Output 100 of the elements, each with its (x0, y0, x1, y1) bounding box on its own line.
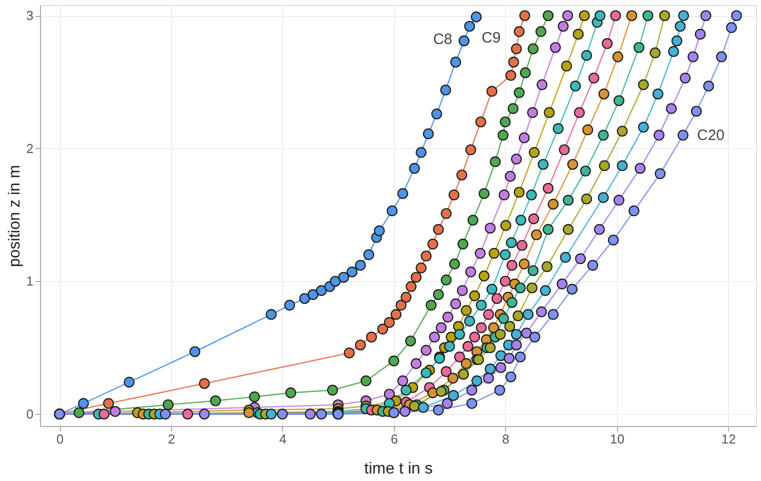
point (432, 224, 444, 235)
point (488, 248, 500, 259)
point (560, 252, 571, 263)
point (562, 10, 574, 22)
point (462, 340, 474, 352)
point (654, 130, 664, 141)
point (427, 238, 438, 250)
point (520, 67, 531, 78)
point (542, 224, 554, 235)
point (74, 407, 84, 418)
point (550, 42, 561, 53)
point (266, 309, 277, 320)
x-tick-label: 2 (168, 432, 176, 446)
point (500, 220, 512, 231)
y-tick-label: 0 (26, 406, 34, 422)
point (508, 56, 520, 68)
point (498, 130, 508, 141)
point (671, 35, 682, 46)
point (638, 79, 649, 90)
point (436, 386, 447, 397)
point (464, 20, 476, 32)
point (581, 193, 592, 204)
point (469, 332, 480, 342)
point (284, 300, 296, 311)
point (427, 387, 438, 398)
point (616, 160, 628, 172)
point (680, 72, 691, 84)
point (634, 42, 644, 53)
point (514, 87, 525, 98)
point (498, 313, 510, 324)
point (432, 289, 444, 300)
point (562, 224, 574, 235)
point (567, 158, 578, 170)
point (426, 300, 437, 311)
point (470, 12, 482, 22)
point (476, 322, 487, 334)
point (486, 284, 498, 295)
point (429, 332, 440, 342)
point (598, 192, 609, 203)
point (694, 28, 706, 40)
point (500, 116, 511, 128)
x-tick-label: 4 (279, 432, 286, 446)
x-tick-label: 12 (721, 432, 736, 446)
point (327, 384, 338, 396)
point (518, 132, 530, 144)
point (542, 261, 552, 272)
point (666, 103, 677, 114)
series-label: C20 (697, 127, 725, 144)
point (396, 300, 406, 311)
point (504, 320, 516, 332)
point (410, 358, 422, 369)
point (594, 10, 606, 22)
point (494, 384, 506, 396)
point (626, 10, 638, 22)
point (556, 278, 568, 290)
point (510, 340, 522, 350)
point (405, 336, 416, 346)
y-tick-label: 3 (26, 8, 34, 24)
point (410, 272, 422, 283)
point (538, 158, 549, 170)
point (162, 399, 174, 410)
point (338, 272, 350, 283)
series-label: C8 (433, 30, 452, 48)
point (528, 43, 539, 54)
point (562, 194, 574, 206)
point (522, 309, 534, 320)
point (610, 10, 622, 22)
point (510, 328, 522, 340)
point (688, 51, 698, 62)
point (552, 123, 564, 134)
point (494, 328, 506, 340)
point (464, 316, 476, 326)
point (360, 375, 372, 386)
point (488, 322, 499, 334)
y-tick-label: 2 (26, 140, 34, 156)
point (110, 406, 121, 417)
point (521, 328, 532, 338)
point (449, 258, 460, 270)
point (654, 168, 666, 180)
point (440, 366, 452, 377)
point (377, 324, 388, 334)
point (510, 154, 522, 164)
point (198, 408, 210, 420)
point (400, 384, 412, 396)
point (465, 144, 476, 156)
point (690, 106, 702, 117)
x-tick-label: 8 (502, 432, 510, 446)
point (276, 408, 288, 420)
point (558, 20, 569, 32)
point (346, 266, 358, 278)
point (668, 46, 679, 57)
point (384, 316, 395, 328)
point (608, 234, 619, 246)
point (308, 289, 318, 300)
point (316, 408, 327, 420)
point (731, 10, 742, 22)
point (448, 390, 459, 401)
point (124, 376, 135, 388)
point (558, 144, 570, 156)
point (436, 322, 447, 334)
